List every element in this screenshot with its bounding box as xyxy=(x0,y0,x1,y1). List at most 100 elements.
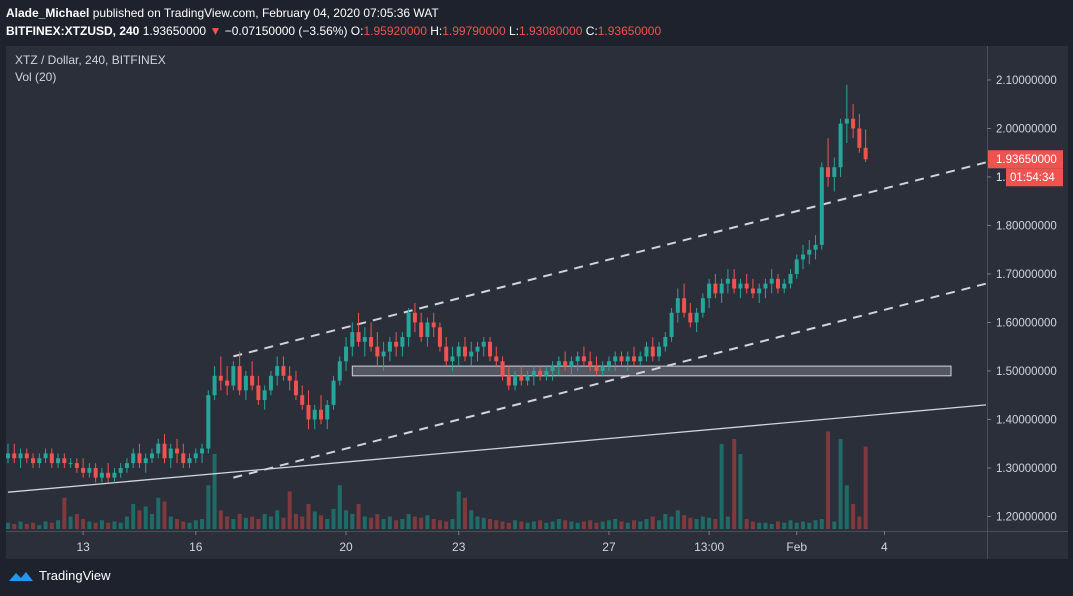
candle-body xyxy=(700,298,705,313)
volume-bar xyxy=(550,521,555,529)
candle-body xyxy=(49,453,54,464)
tradingview-brand[interactable]: TradingView xyxy=(8,568,111,583)
volume-bar xyxy=(769,524,774,529)
volume-bar xyxy=(807,522,812,529)
candle-body xyxy=(99,472,104,478)
volume-bar xyxy=(344,510,349,529)
time-axis[interactable] xyxy=(6,531,987,560)
candle-body xyxy=(494,356,499,362)
volume-bar xyxy=(788,520,793,529)
candle-body xyxy=(694,312,699,323)
volume-bar xyxy=(688,517,693,529)
volume-bar xyxy=(506,522,511,529)
volume-bar xyxy=(682,515,687,529)
candle-body xyxy=(725,278,730,284)
candle-body xyxy=(481,341,486,347)
publisher-name: Alade_Michael xyxy=(6,6,90,20)
candle-body xyxy=(168,448,173,459)
volume-bar xyxy=(400,519,405,529)
volume-bar xyxy=(331,509,336,529)
candle-body xyxy=(218,375,223,381)
support-trendline xyxy=(7,404,987,493)
volume-bar xyxy=(581,521,586,529)
candle-body xyxy=(506,375,511,386)
volume-bar xyxy=(49,522,54,529)
candle-body xyxy=(162,443,167,459)
volume-bar xyxy=(757,522,762,529)
candle-body xyxy=(356,332,361,342)
candle-body xyxy=(187,458,192,464)
candle-body xyxy=(707,283,712,299)
open-value: 1.95920000 xyxy=(363,24,427,38)
volume-bar xyxy=(250,516,255,529)
countdown-label: 01:54:34 xyxy=(1010,172,1055,184)
volume-bar xyxy=(300,516,305,529)
volume-bar xyxy=(243,517,248,529)
candle-body xyxy=(137,453,142,464)
candle-body xyxy=(200,448,205,454)
volume-bar xyxy=(156,497,161,529)
volume-bar xyxy=(600,521,605,529)
volume-bar xyxy=(531,521,536,529)
candle-body xyxy=(456,346,461,357)
candle-body xyxy=(68,463,73,465)
volume-bar xyxy=(43,521,48,529)
volume-bar xyxy=(500,521,505,529)
volume-bar xyxy=(149,514,154,529)
candle-body xyxy=(225,380,230,386)
volume-bar xyxy=(74,514,79,529)
volume-bar xyxy=(813,520,818,529)
volume-bar xyxy=(857,516,862,529)
candle-body xyxy=(319,409,323,420)
candle-body xyxy=(475,346,480,352)
candle-body xyxy=(231,366,236,386)
candle-body xyxy=(18,453,23,459)
volume-bar xyxy=(826,431,831,529)
volume-bar xyxy=(556,519,561,529)
volume-bar xyxy=(162,501,167,529)
candle-body xyxy=(613,356,618,362)
candle-body xyxy=(581,356,586,362)
volume-bar xyxy=(206,485,211,529)
volume-bar xyxy=(131,504,136,529)
volume-bar xyxy=(181,521,186,529)
candle-body xyxy=(156,443,161,454)
candle-body xyxy=(212,375,217,396)
volume-bar xyxy=(625,522,630,529)
candle-body xyxy=(832,167,837,177)
candle-body xyxy=(638,356,643,362)
candle-body xyxy=(838,123,843,168)
close-label: C: xyxy=(585,24,598,38)
volume-bar xyxy=(650,516,655,529)
volume-bar xyxy=(819,519,824,529)
volume-bar xyxy=(437,520,442,529)
volume-bar xyxy=(81,519,86,529)
volume-bar xyxy=(187,522,192,529)
candle-body xyxy=(206,395,211,449)
volume-bar xyxy=(481,517,486,529)
price-axis[interactable] xyxy=(987,46,1068,531)
volume-bar xyxy=(175,519,180,529)
candle-body xyxy=(713,283,718,294)
candle-body xyxy=(81,467,86,473)
candle-body xyxy=(556,361,561,367)
support-zone xyxy=(351,365,952,377)
chart-legend: XTZ / Dollar, 240, BITFINEX Vol (20) xyxy=(15,52,166,86)
candle-body xyxy=(6,453,10,459)
candle-body xyxy=(657,346,662,357)
candle-body xyxy=(857,128,862,148)
volume-bar xyxy=(838,439,843,529)
candle-body xyxy=(149,453,154,459)
candle-body xyxy=(588,361,593,367)
candle-body xyxy=(719,283,724,294)
candle-body xyxy=(237,366,242,391)
price-tick-label: 1.80000000 xyxy=(996,220,1057,232)
price-tag-label: 1.93650000 xyxy=(996,154,1057,166)
symbol-label: BITFINEX:XTZUSD, 240 xyxy=(6,24,140,38)
volume-bar xyxy=(863,446,868,529)
volume-bar xyxy=(851,504,856,529)
price-tick-label: 2.10000000 xyxy=(996,75,1057,87)
footer: TradingView xyxy=(0,559,1073,596)
volume-bar xyxy=(93,522,98,529)
time-tick-label: 27 xyxy=(602,540,616,554)
